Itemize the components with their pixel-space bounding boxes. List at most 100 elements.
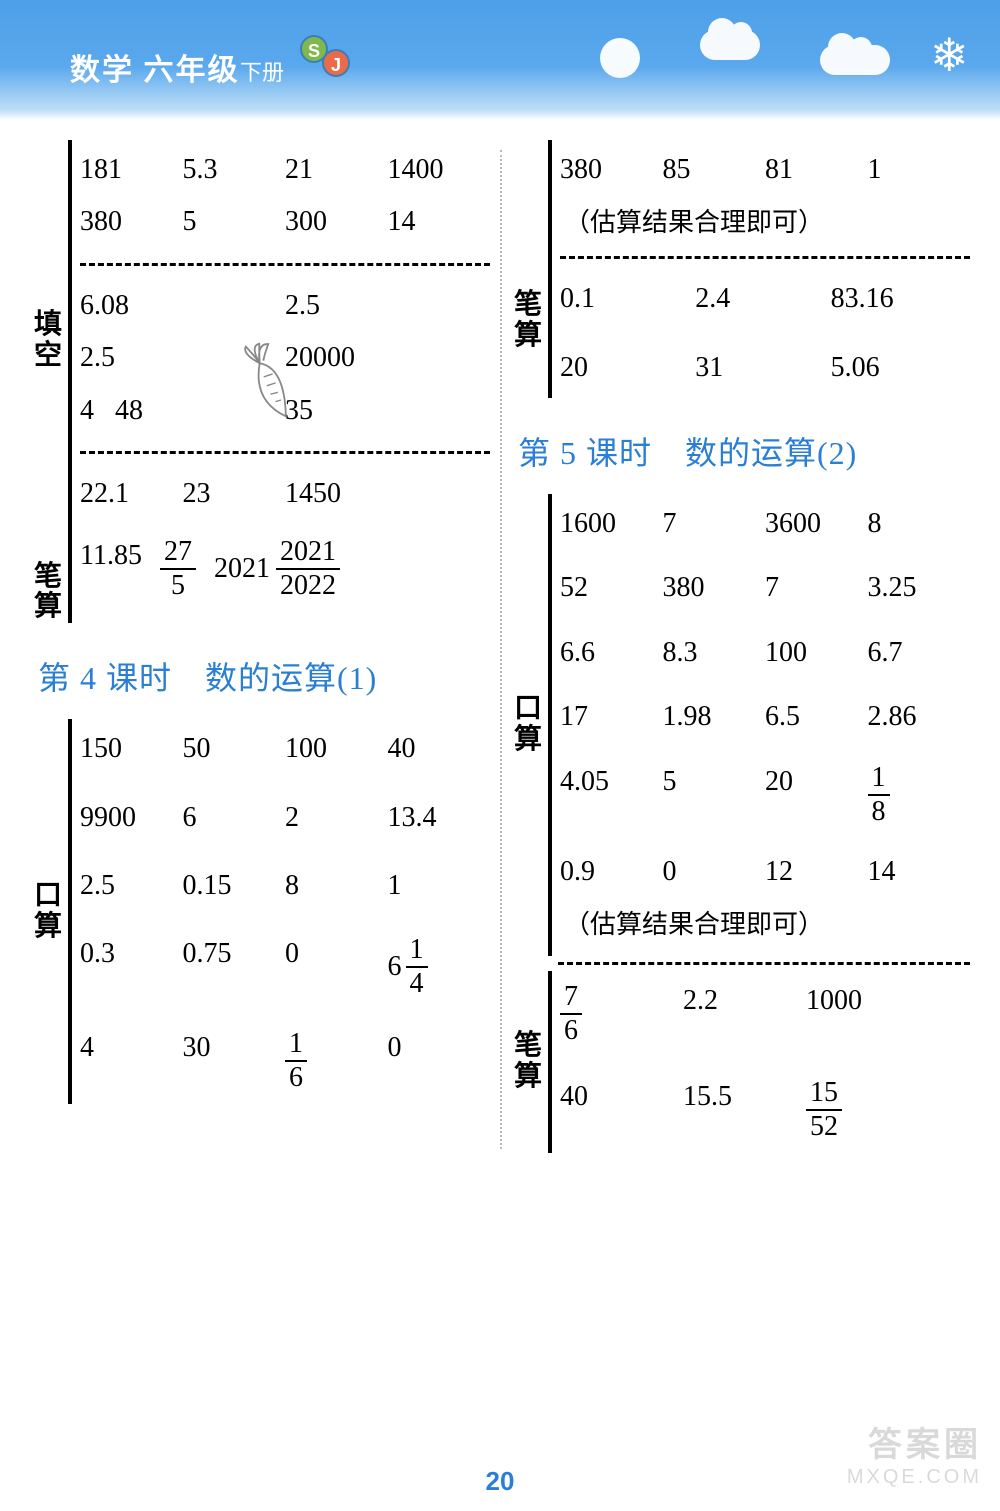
value: 6.5	[765, 699, 868, 735]
bisuan-char1: 笔	[34, 562, 62, 593]
value: 100	[285, 731, 388, 767]
value: 181	[80, 152, 183, 188]
value: 85	[663, 152, 766, 188]
data-row: 0.1 2.4 83.16	[560, 265, 970, 325]
fraction: 1 8	[868, 764, 971, 826]
bisuan-char1: 笔	[514, 1031, 542, 1062]
frac-den: 6	[560, 1015, 582, 1045]
value: 20	[560, 350, 695, 386]
dashed-divider	[80, 263, 490, 266]
value: 7	[765, 570, 868, 606]
value: 8	[285, 868, 388, 904]
value: 40	[388, 731, 491, 767]
column-divider	[490, 140, 510, 1159]
data-row: 0.9 0 12 14	[560, 834, 970, 898]
data-row: 52 380 7 3.25	[560, 550, 970, 614]
header-subject: 数学 六年级	[70, 45, 240, 89]
right-top-content: 380 85 81 1 （估算结果合理即可） 0.1 2.4 83.16 20 …	[560, 140, 970, 398]
value: 12	[765, 854, 868, 890]
fraction: 27 5	[160, 538, 196, 600]
value: 52	[560, 570, 663, 606]
data-row: 2.5 20000	[80, 332, 490, 384]
frac-num: 27	[160, 538, 196, 570]
bisuan-label: 笔 算	[510, 140, 546, 398]
value: 35	[285, 393, 490, 429]
value: 9900	[80, 800, 183, 836]
frac-num: 1	[285, 1030, 307, 1062]
bisuan-label: 笔 算	[510, 971, 546, 1153]
value: 21	[285, 152, 388, 188]
frac-num: 15	[806, 1079, 842, 1111]
estimate-note: （估算结果合理即可）	[560, 898, 970, 952]
value: 6.7	[868, 635, 971, 671]
page-header: 数学 六年级 下册 S J ❄	[0, 0, 1000, 120]
kousuan-label: 口 算	[30, 719, 66, 1104]
frac-den: 4	[406, 968, 428, 998]
cloud-icon	[700, 30, 760, 60]
value: 5	[183, 204, 286, 240]
value: 0.15	[183, 868, 286, 904]
value: 3600	[765, 506, 868, 542]
data-row: 11.85 27 5 2021 2021 2022	[80, 520, 490, 608]
value: 2.4	[695, 281, 830, 317]
value: 1400	[388, 152, 491, 188]
kousuan-char2: 算	[34, 912, 62, 943]
value: 13.4	[388, 800, 491, 836]
value: 2	[285, 800, 388, 836]
value: 1450	[285, 476, 388, 512]
value: 5.06	[831, 350, 966, 386]
value: 31	[695, 350, 830, 386]
data-row: 20 31 5.06	[560, 326, 970, 394]
kousuan-char1: 口	[514, 694, 542, 725]
left-top-block: 填 空 笔 算 181 5.3 21 1400 380 5 300 14	[30, 140, 490, 623]
data-row: 150 50 100 40	[80, 723, 490, 775]
value: 8.3	[663, 635, 766, 671]
value: 150	[80, 731, 183, 767]
data-row: 40 15.5 15 52	[560, 1053, 970, 1149]
watermark: 答案圈 MXQE.COM	[847, 1417, 982, 1489]
data-row: 2.5 0.15 8 1	[80, 844, 490, 912]
data-row: 4 30 1 6 0	[80, 1006, 490, 1100]
section5-content: 1600 7 3600 8 52 380 7 3.25 6.6 8.3 100 …	[560, 494, 970, 956]
bisuan-char2: 算	[514, 1062, 542, 1093]
section5-bisuan-content: 7 6 2.2 1000 40 15.5 15 52	[560, 971, 970, 1153]
data-row: 380 85 81 1	[560, 144, 970, 196]
data-row: 17 1.98 6.5 2.86	[560, 679, 970, 743]
tiankong-label: 填 空 笔 算	[30, 140, 66, 623]
value: 83.16	[831, 281, 966, 317]
value: 300	[285, 204, 388, 240]
value: 0	[388, 1030, 491, 1092]
kousuan-char2: 算	[514, 725, 542, 756]
value: 1.98	[663, 699, 766, 735]
dashed-divider	[80, 451, 490, 454]
header-volume: 下册	[240, 55, 284, 87]
value: 2021	[214, 551, 270, 587]
sj-badge: S J	[300, 35, 355, 75]
section5-kousuan-block: 口 算 1600 7 3600 8 52 380 7 3.25 6.6	[510, 494, 970, 956]
frac-den: 6	[285, 1062, 307, 1092]
value: 0.3	[80, 936, 183, 998]
value: 15.5	[683, 1079, 806, 1141]
data-row: 0.3 0.75 0 6 1 4	[80, 912, 490, 1006]
value: 2.86	[868, 699, 971, 735]
frac-den: 8	[868, 796, 890, 826]
value: 0	[285, 936, 388, 998]
value: 0.75	[183, 936, 286, 998]
value: 2.5	[80, 340, 285, 376]
fraction: 15 52	[806, 1079, 970, 1141]
value: 0.1	[560, 281, 695, 317]
grade-text: 六年级	[144, 54, 240, 87]
data-row: 4 48 35	[80, 385, 490, 445]
value: 380	[663, 570, 766, 606]
frac-den: 2022	[276, 570, 340, 600]
value: 8	[868, 506, 971, 542]
dashed-divider	[560, 256, 970, 259]
data-row: 4.05 5 20 1 8	[560, 744, 970, 834]
cloud-icon	[820, 45, 890, 75]
bisuan-char2: 算	[34, 592, 62, 623]
mixed-whole: 6	[388, 949, 402, 985]
value: 40	[560, 1079, 683, 1141]
value: 23	[183, 476, 286, 512]
value: 0	[663, 854, 766, 890]
value: 7	[663, 506, 766, 542]
